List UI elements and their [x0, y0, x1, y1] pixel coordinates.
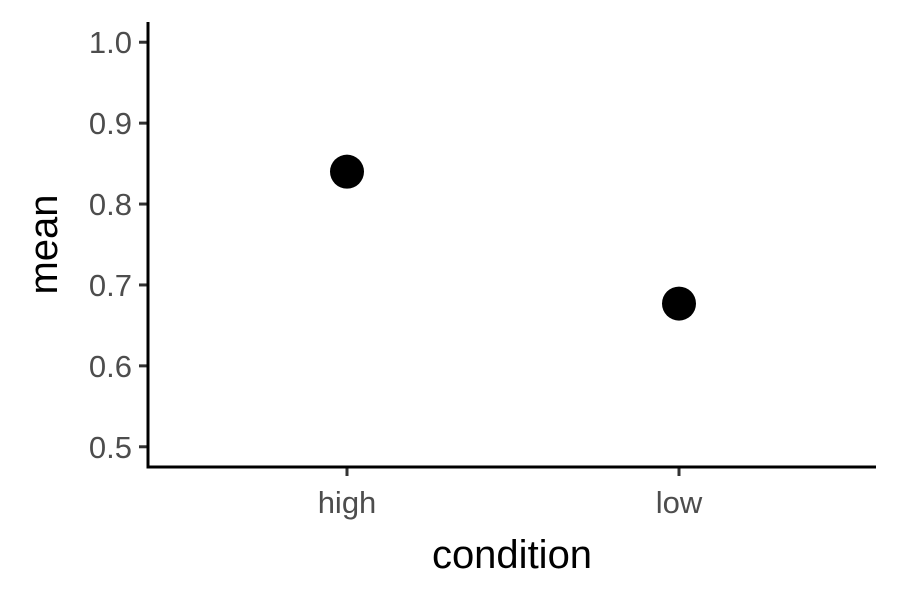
y-tick-label: 1.0 — [89, 25, 132, 60]
data-point-high — [330, 154, 364, 189]
x-axis-title: condition — [432, 533, 592, 577]
x-tick-label: high — [318, 485, 377, 520]
y-axis-ticks: 0.5 0.6 0.7 0.8 0.9 1.0 — [89, 25, 148, 465]
y-tick-label: 0.5 — [89, 430, 132, 465]
x-axis-ticks: high low — [318, 467, 703, 520]
data-points — [330, 154, 696, 321]
y-tick-label: 0.7 — [89, 268, 132, 303]
data-point-low — [662, 286, 696, 321]
y-tick-label: 0.9 — [89, 106, 132, 141]
x-tick-label: low — [656, 485, 703, 520]
y-axis-title: mean — [22, 194, 66, 294]
y-tick-label: 0.8 — [89, 187, 132, 222]
y-tick-label: 0.6 — [89, 349, 132, 384]
